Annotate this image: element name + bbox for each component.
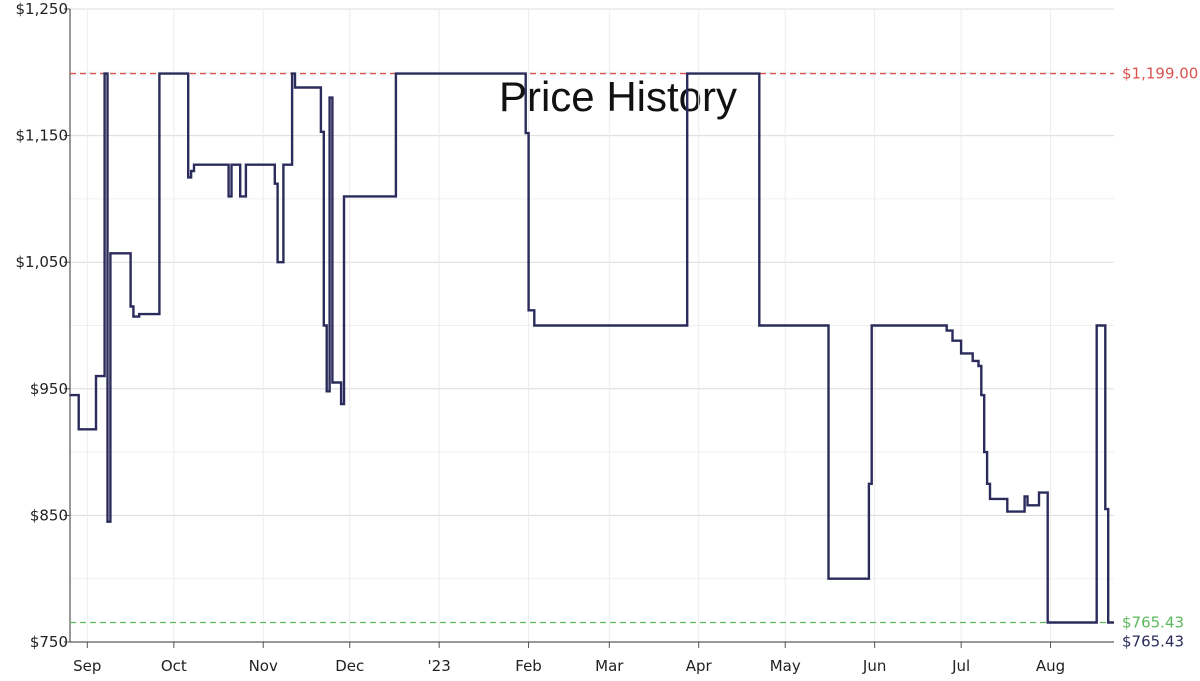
price-data-point [132, 315, 135, 318]
x-tick-label: Nov [249, 657, 278, 675]
price-data-point [1023, 495, 1026, 498]
x-tick-label: Dec [335, 657, 364, 675]
price-data-point [95, 375, 97, 378]
x-tick-label: Sep [73, 657, 101, 675]
price-data-point [533, 324, 536, 327]
price-data-point [971, 360, 974, 362]
chart-title: Price History [498, 73, 738, 120]
price-data-point [1104, 508, 1107, 510]
price-data-point [103, 72, 106, 75]
price-data-point [827, 577, 830, 580]
x-tick-label: May [770, 657, 801, 675]
x-tick-label: Jun [862, 657, 886, 675]
price-data-point [138, 313, 141, 316]
price-data-point [322, 324, 325, 327]
y-gridlines [70, 8, 1114, 643]
y-tick-label: $1,150 [16, 127, 69, 145]
x-tick-label: Feb [515, 657, 542, 675]
price-data-point [77, 428, 80, 431]
y-axis-tick-labels: $750 $850 $950 $1,050 $1,150 $1,250 [16, 0, 69, 651]
series-group [69, 72, 1114, 624]
price-data-point [758, 324, 761, 327]
price-data-point [187, 176, 190, 179]
price-data-point [331, 381, 334, 384]
price-data-point [193, 163, 195, 166]
price-data-point [1026, 504, 1029, 507]
price-data-point [867, 482, 870, 485]
price-data-point [69, 394, 71, 397]
price-data-point [294, 86, 296, 89]
x-gridlines [86, 9, 1052, 642]
price-data-point [343, 195, 345, 198]
y-tick-label: $850 [30, 506, 68, 524]
price-data-point [158, 72, 161, 75]
y-tick-label: $1,050 [16, 253, 69, 271]
price-data-point [276, 261, 279, 264]
price-data-point [951, 339, 954, 342]
price-data-point [977, 365, 980, 367]
price-data-point [1006, 510, 1009, 513]
price-data-point [960, 352, 963, 355]
price-data-point [980, 394, 983, 397]
reference-line-label: $1,199.00 [1122, 65, 1198, 83]
x-tick-label: Jul [951, 657, 970, 675]
reference-lines [70, 72, 1114, 624]
y-tick-label: $950 [30, 380, 68, 398]
price-data-point [983, 451, 986, 453]
price-data-point [1046, 621, 1049, 624]
x-tick-label: Aug [1036, 657, 1065, 675]
price-data-point [109, 252, 112, 255]
price-data-point [129, 305, 132, 308]
price-data-point [245, 163, 247, 166]
price-data-point [227, 195, 230, 198]
price-data-point [325, 390, 328, 393]
y-tick-label: $750 [30, 633, 68, 651]
x-axis-tick-labels: Sep Oct Nov Dec '23 Feb Mar Apr May Jun Jul Aug [73, 657, 1065, 675]
price-data-point [870, 324, 873, 327]
x-tick-label: Apr [686, 657, 713, 675]
price-data-point [1107, 621, 1110, 624]
price-data-point [320, 130, 322, 133]
x-tick-label: Mar [595, 657, 624, 675]
price-data-point [989, 498, 991, 500]
price-data-point [106, 438, 109, 441]
price-data-point [945, 329, 948, 332]
x-tick-label: '23 [428, 657, 451, 675]
price-data-point [273, 182, 276, 185]
price-data-point [524, 132, 527, 134]
price-data-point [230, 163, 233, 166]
price-data-point [291, 72, 293, 75]
price-data-point [1095, 324, 1098, 327]
price-data-point [328, 96, 331, 99]
price-data-point [527, 309, 530, 312]
reference-line-label: $765.43 [1122, 613, 1184, 631]
price-data-point [394, 72, 397, 75]
price-data-point [986, 482, 989, 485]
x-tick-label: Oct [161, 657, 187, 675]
price-data-point [282, 163, 285, 166]
price-data-point [190, 170, 193, 172]
reference-labels: $1,199.00 $765.43$765.43 [1122, 65, 1198, 651]
price-series-line [70, 72, 1114, 624]
price-data-point [340, 403, 342, 405]
price-data-point [239, 195, 242, 198]
price-data-point [686, 72, 689, 75]
price-data-point [1038, 491, 1040, 494]
y-tick-label: $1,250 [16, 0, 69, 18]
price-data-point [106, 520, 109, 523]
axes [64, 8, 1114, 648]
current-price-label: $765.43 [1122, 632, 1184, 650]
